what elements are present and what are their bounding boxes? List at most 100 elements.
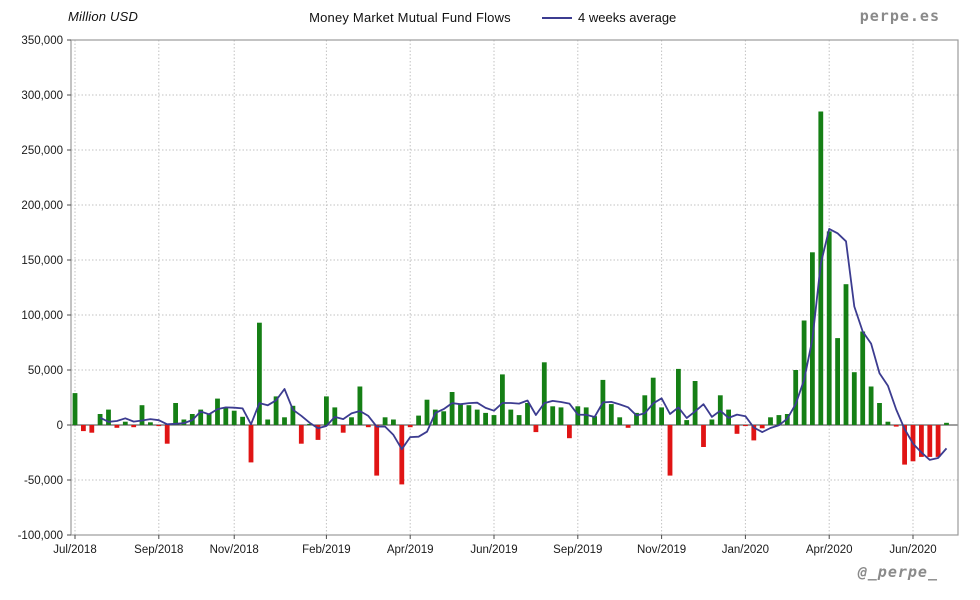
bar <box>893 425 899 427</box>
bar <box>768 417 773 425</box>
legend-label: 4 weeks average <box>578 10 677 25</box>
bar <box>257 322 262 425</box>
bar <box>97 414 103 425</box>
chart-title: Money Market Mutual Fund Flows <box>309 10 511 25</box>
bar <box>709 419 715 425</box>
x-tick-label: Jun/2020 <box>889 544 936 556</box>
bar <box>583 407 589 425</box>
bar <box>935 425 941 457</box>
legend: 4 weeks average <box>542 10 676 25</box>
bar <box>567 425 572 439</box>
bar <box>634 412 639 425</box>
bar <box>877 403 882 425</box>
bar <box>290 405 296 426</box>
bar <box>516 415 522 425</box>
bar <box>273 396 279 425</box>
x-tick-label: Apr/2020 <box>806 544 853 556</box>
bar <box>365 425 371 428</box>
bar <box>826 231 832 425</box>
bar <box>533 425 539 433</box>
bar <box>541 362 547 425</box>
bar <box>156 425 162 427</box>
y-axis-title: Million USD <box>68 9 139 24</box>
bar <box>860 331 866 425</box>
bar <box>558 407 564 425</box>
bar <box>575 406 581 425</box>
x-tick-label: Jul/2018 <box>53 544 96 556</box>
bar <box>416 415 421 425</box>
bar <box>466 405 472 425</box>
bar <box>382 417 388 425</box>
bar <box>206 414 212 425</box>
y-tick-label: 300,000 <box>21 90 63 102</box>
bar <box>340 425 346 433</box>
bar <box>407 425 413 428</box>
bar <box>324 396 329 425</box>
bar <box>240 416 245 426</box>
watermark-site: perpe.es <box>859 7 940 25</box>
bar <box>684 420 690 425</box>
bar <box>776 415 782 425</box>
bar <box>835 338 840 425</box>
bar <box>215 398 220 425</box>
y-tick-label: 250,000 <box>21 145 63 157</box>
bar <box>659 407 664 425</box>
bar <box>608 404 614 425</box>
bar <box>759 425 765 429</box>
bar <box>902 425 907 465</box>
x-tick-label: Nov/2019 <box>637 544 686 556</box>
bar <box>198 409 204 425</box>
bar <box>81 425 86 432</box>
bar <box>391 419 396 425</box>
bar <box>374 425 380 476</box>
x-tick-label: Jun/2019 <box>470 544 517 556</box>
bar <box>265 419 271 425</box>
bar <box>349 417 354 425</box>
bar <box>474 409 480 425</box>
x-tick-label: Jan/2020 <box>722 544 769 556</box>
bar <box>231 410 237 425</box>
bar <box>223 407 229 425</box>
bar <box>106 409 111 425</box>
bar <box>122 421 128 425</box>
bar <box>298 425 304 444</box>
bar <box>851 372 857 425</box>
x-tick-label: Feb/2019 <box>302 544 351 556</box>
y-tick-label: -100,000 <box>18 530 63 542</box>
bar <box>357 386 363 425</box>
x-tick-label: Sep/2018 <box>134 544 183 556</box>
bar <box>89 425 95 433</box>
x-tick-label: Nov/2018 <box>210 544 259 556</box>
bar <box>743 425 748 427</box>
bar <box>148 422 153 426</box>
y-tick-label: 200,000 <box>21 200 63 212</box>
y-tick-label: 100,000 <box>21 310 63 322</box>
bar <box>919 425 924 457</box>
bar <box>734 425 740 434</box>
bar <box>650 377 656 425</box>
watermark-handle: @_perpe_ <box>857 563 938 581</box>
bar <box>164 425 170 444</box>
bar <box>843 284 849 425</box>
bar <box>173 403 178 425</box>
bar <box>114 425 120 428</box>
bar <box>248 425 254 463</box>
bar <box>692 381 698 425</box>
y-tick-label: 0 <box>57 420 63 432</box>
bar <box>525 403 530 425</box>
legend-line-swatch <box>542 16 572 19</box>
bar <box>307 423 312 425</box>
x-tick-label: Sep/2019 <box>553 544 602 556</box>
bar <box>500 374 505 425</box>
bar <box>491 415 497 425</box>
bar <box>432 409 438 425</box>
bar <box>508 409 514 425</box>
bar <box>642 395 648 425</box>
bar <box>667 425 673 476</box>
bar <box>449 392 455 425</box>
y-tick-label: 350,000 <box>21 35 63 47</box>
bar <box>793 370 799 425</box>
bar <box>315 425 321 440</box>
